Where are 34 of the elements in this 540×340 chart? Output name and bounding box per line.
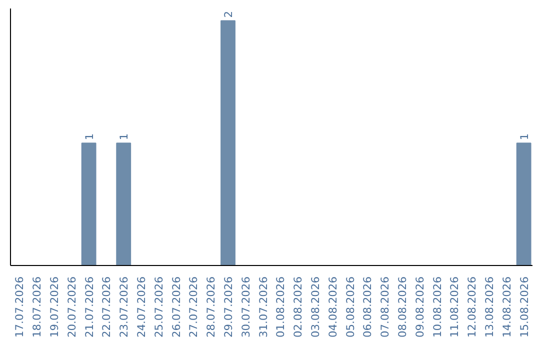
x-tick-label: 06.08.2026: [361, 276, 374, 338]
x-tick-label: 23.07.2026: [118, 276, 131, 338]
x-tick-label: 14.08.2026: [500, 276, 514, 338]
x-tick-label: 29.07.2026: [222, 276, 235, 338]
x-tick-label: 01.08.2026: [274, 276, 288, 338]
data-label: 1: [118, 133, 131, 140]
x-tick-label: 05.08.2026: [344, 276, 357, 338]
x-tick-label: 07.08.2026: [378, 276, 392, 338]
data-label: 1: [518, 133, 531, 140]
x-tick-label: 17.07.2026: [13, 276, 26, 338]
x-tick-label: 09.08.2026: [413, 276, 426, 338]
x-tick-label: 19.07.2026: [48, 276, 61, 338]
x-tick-label: 26.07.2026: [170, 276, 183, 338]
x-tick-label: 30.07.2026: [239, 276, 252, 338]
x-tick-label: 04.08.2026: [326, 276, 340, 338]
x-tick-label: 28.07.2026: [204, 276, 218, 338]
x-tick-label: 31.07.2026: [256, 276, 270, 338]
x-tick-label: 10.08.2026: [430, 276, 444, 338]
x-tick-label: 21.07.2026: [82, 276, 96, 338]
x-tick-label: 24.07.2026: [135, 276, 148, 338]
x-tick-label: 20.07.2026: [65, 276, 78, 338]
data-label: 2: [222, 10, 235, 18]
x-tick-label: 13.08.2026: [483, 276, 496, 338]
x-tick-label: 25.07.2026: [152, 276, 166, 338]
x-tick-label: 11.08.2026: [448, 276, 462, 338]
x-tick-label: 03.08.2026: [309, 276, 322, 338]
x-tick-label: 27.07.2026: [187, 276, 200, 338]
x-tick-label: 12.08.2026: [466, 276, 479, 338]
x-tick-label: 18.07.2026: [30, 276, 44, 338]
x-tick-label: 15.08.2026: [518, 276, 531, 338]
data-label: 1: [82, 133, 96, 140]
x-tick-label: 22.07.2026: [100, 276, 114, 338]
x-tick-label: 02.08.2026: [292, 276, 305, 338]
x-tick-label: 08.08.2026: [396, 276, 409, 338]
